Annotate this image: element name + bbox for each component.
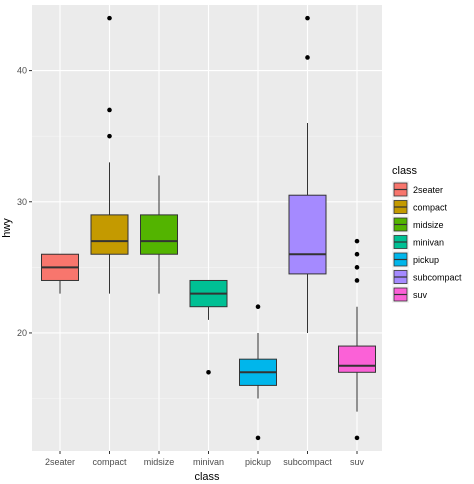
legend: class 2seater compact midsize minivan pickup… bbox=[392, 165, 462, 303]
legend-label: midsize bbox=[413, 220, 444, 230]
outlier-point bbox=[206, 369, 211, 375]
x-tick-label: 2seater bbox=[45, 457, 75, 467]
outlier-point bbox=[354, 265, 360, 270]
x-tick-label: midsize bbox=[144, 457, 175, 467]
x-tick-label: minivan bbox=[193, 457, 224, 467]
outlier-point bbox=[107, 107, 112, 113]
y-axis-title: hwy bbox=[1, 218, 13, 238]
legend-title: class bbox=[392, 165, 418, 177]
y-tick-label: 40 bbox=[17, 66, 27, 76]
legend-item-compact: compact bbox=[392, 198, 448, 216]
legend-item-pickup: pickup bbox=[392, 251, 439, 268]
legend-label: 2seater bbox=[413, 185, 443, 195]
outlier-point bbox=[354, 251, 360, 257]
box-subcompact bbox=[288, 15, 327, 333]
box-rect bbox=[140, 214, 178, 255]
legend-label: subcompact bbox=[413, 273, 462, 283]
outlier-point bbox=[107, 15, 112, 21]
x-axis-title: class bbox=[194, 471, 220, 483]
outlier-point bbox=[255, 435, 261, 441]
box-rect bbox=[90, 214, 129, 255]
box-layer bbox=[41, 15, 376, 441]
x-tick-label: suv bbox=[350, 457, 365, 467]
y-tick-label: 20 bbox=[17, 328, 27, 338]
y-axis: 20 30 40 bbox=[17, 66, 32, 338]
box-minivan bbox=[189, 279, 228, 375]
x-tick-label: subcompact bbox=[283, 457, 332, 467]
box-midsize bbox=[140, 175, 178, 294]
box-compact bbox=[90, 15, 129, 294]
box-pickup bbox=[239, 304, 277, 441]
x-tick-label: compact bbox=[92, 457, 127, 467]
legend-label: minivan bbox=[413, 238, 444, 248]
box-rect bbox=[288, 194, 327, 275]
outlier-point bbox=[354, 238, 360, 244]
box-suv bbox=[338, 238, 376, 441]
x-tick-label: pickup bbox=[245, 457, 271, 467]
legend-item-2seater: 2seater bbox=[392, 181, 443, 198]
box-2seater bbox=[41, 253, 79, 294]
legend-item-suv: suv bbox=[392, 286, 428, 303]
box-rect bbox=[338, 345, 376, 373]
outlier-point bbox=[305, 15, 310, 21]
legend-label: compact bbox=[413, 203, 448, 213]
outlier-point bbox=[107, 133, 112, 139]
outlier-point bbox=[305, 55, 310, 60]
outlier-point bbox=[354, 278, 360, 283]
outlier-point bbox=[255, 304, 261, 310]
plot-panel bbox=[32, 5, 382, 451]
outlier-point bbox=[354, 435, 360, 441]
legend-item-minivan: minivan bbox=[392, 233, 444, 251]
legend-item-midsize: midsize bbox=[392, 216, 444, 233]
legend-label: suv bbox=[413, 290, 428, 300]
x-axis: 2seater compact midsize minivan pickup subcom… bbox=[45, 451, 365, 467]
legend-item-subcompact: subcompact bbox=[392, 268, 462, 286]
legend-label: pickup bbox=[413, 255, 439, 265]
y-tick-label: 30 bbox=[17, 197, 27, 207]
